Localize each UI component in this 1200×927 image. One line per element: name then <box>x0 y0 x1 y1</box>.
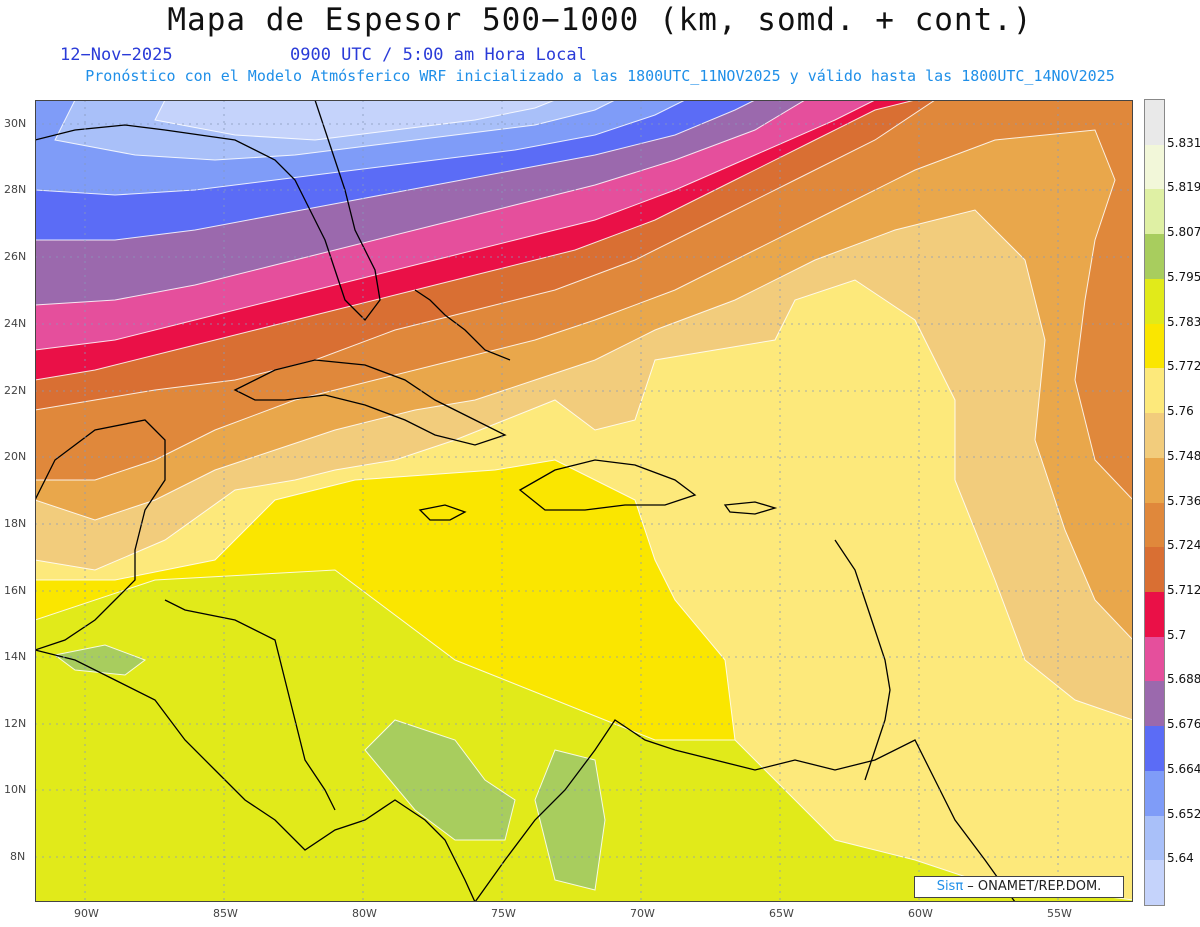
colorbar-label: 5.712 <box>1167 582 1200 597</box>
colorbar-label: 5.783 <box>1167 314 1200 329</box>
puerto-rico-coastline <box>723 501 778 515</box>
colorbar-segment <box>1145 726 1164 772</box>
florida-coastline <box>164 100 381 321</box>
colorbar-label: 5.7 <box>1167 627 1187 642</box>
sispi-logo: Sisπ <box>936 879 964 894</box>
lat-label-14n: 14N <box>4 650 27 663</box>
colorbar-segment <box>1145 860 1164 906</box>
band-green-patch <box>364 719 516 841</box>
yucatan-coastline <box>35 419 166 651</box>
lat-label-30n: 30N <box>4 117 27 130</box>
lat-label-26n: 26N <box>4 250 27 263</box>
colorbar-segment <box>1145 547 1164 593</box>
colorbar-label: 5.676 <box>1167 717 1200 732</box>
gulf-coastline <box>35 124 166 141</box>
lesser-antilles-coastline <box>834 539 891 781</box>
colorbar-label: 5.724 <box>1167 538 1200 553</box>
lon-label-70w: 70W <box>630 907 655 920</box>
forecast-time: 0900 UTC / 5:00 am Hora Local <box>290 45 587 65</box>
lat-label-28n: 28N <box>4 183 27 196</box>
band-green-patch-2 <box>534 749 606 891</box>
colorbar-label: 5.819 <box>1167 180 1200 195</box>
credit-text: – ONAMET/REP.DOM. <box>963 879 1102 894</box>
colorbar-segment <box>1145 636 1164 682</box>
jamaica-coastline <box>418 504 467 521</box>
colorbar-segment <box>1145 144 1164 190</box>
colorbar-segment <box>1145 457 1164 503</box>
colorbar-label: 5.736 <box>1167 493 1200 508</box>
colorbar-segment <box>1145 502 1164 548</box>
forecast-date: 12−Nov−2025 <box>60 45 173 65</box>
south-america-coastline <box>474 719 1016 902</box>
lat-label-22n: 22N <box>4 384 27 397</box>
lon-label-55w: 55W <box>1047 907 1072 920</box>
central-america-east-coast <box>164 599 336 811</box>
colorbar-segment <box>1145 323 1164 369</box>
colorbar-label: 5.748 <box>1167 448 1200 463</box>
colorbar-label: 5.795 <box>1167 269 1200 284</box>
colorbar-segment <box>1145 100 1164 146</box>
colorbar-segment <box>1145 189 1164 235</box>
colorbar-label: 5.652 <box>1167 806 1200 821</box>
colorbar-label: 5.64 <box>1167 851 1194 866</box>
lon-label-85w: 85W <box>213 907 238 920</box>
band-pale-blue <box>154 100 556 141</box>
colorbar-label: 5.76 <box>1167 404 1194 419</box>
colorbar-segment <box>1145 815 1164 861</box>
lon-label-60w: 60W <box>908 907 933 920</box>
lat-label-18n: 18N <box>4 517 27 530</box>
hispaniola-coastline <box>518 459 697 511</box>
lat-label-10n: 10N <box>4 783 27 796</box>
lat-label-16n: 16N <box>4 584 27 597</box>
credit-box: Sisπ – ONAMET/REP.DOM. <box>914 876 1124 898</box>
central-america-coastline <box>35 649 476 902</box>
colorbar-segment <box>1145 278 1164 325</box>
band-green-patch-3 <box>53 644 147 676</box>
lat-label-20n: 20N <box>4 450 27 463</box>
lon-label-90w: 90W <box>74 907 99 920</box>
colorbar-segment <box>1145 591 1164 638</box>
map-title: Mapa de Espesor 500−1000 (km, somd. + co… <box>167 2 1033 38</box>
lon-label-80w: 80W <box>352 907 377 920</box>
colorbar-label: 5.772 <box>1167 359 1200 374</box>
bahamas-coastline <box>414 289 511 361</box>
colorbar-label: 5.664 <box>1167 761 1200 776</box>
lat-label-8n: 8N <box>10 850 26 863</box>
colorbar-segment <box>1145 413 1164 459</box>
thickness-colorbar <box>1144 99 1165 906</box>
colorbar-segment <box>1145 681 1164 727</box>
thickness-map <box>35 100 1133 902</box>
colorbar-segment <box>1145 234 1164 280</box>
colorbar-label: 5.807 <box>1167 225 1200 240</box>
model-info: Pronóstico con el Modelo Atmósferico WRF… <box>85 67 1115 85</box>
lat-label-12n: 12N <box>4 717 27 730</box>
cuba-coastline <box>233 359 507 446</box>
colorbar-label: 5.688 <box>1167 672 1200 687</box>
colorbar-segment <box>1145 770 1164 817</box>
lon-label-75w: 75W <box>491 907 516 920</box>
colorbar-label: 5.831 <box>1167 135 1200 150</box>
lon-label-65w: 65W <box>769 907 794 920</box>
colorbar-segment <box>1145 368 1164 414</box>
lat-label-24n: 24N <box>4 317 27 330</box>
